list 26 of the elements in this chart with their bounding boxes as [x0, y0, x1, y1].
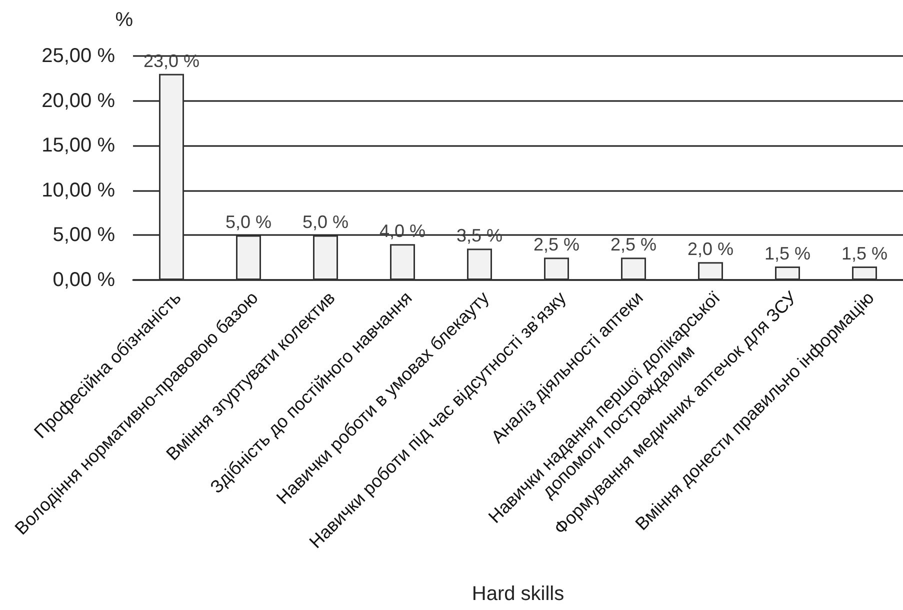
bar	[775, 266, 800, 280]
data-label: 2,5 %	[610, 234, 657, 255]
bar	[852, 266, 877, 280]
bar	[390, 244, 415, 280]
bar	[313, 235, 338, 280]
data-label: 1,5 %	[841, 244, 888, 264]
data-label: 2,0 %	[687, 239, 734, 260]
y-tick-label: 25,00 %	[42, 45, 116, 67]
bar	[544, 258, 569, 280]
y-axis-title: %	[115, 9, 134, 31]
y-tick-label: 5,00 %	[52, 224, 116, 246]
y-tick-label: 15,00 %	[42, 134, 116, 157]
data-label: 23,0 %	[143, 50, 200, 71]
data-label: 1,5 %	[764, 244, 811, 264]
y-tick-label: 20,00 %	[42, 90, 116, 112]
x-axis-title: Hard skills	[472, 583, 564, 605]
data-label: 5,0 %	[225, 212, 272, 232]
data-label: 2,5 %	[533, 234, 580, 255]
data-label: 5,0 %	[302, 212, 349, 232]
y-tick-label: 10,00 %	[42, 179, 116, 202]
bar	[236, 235, 261, 280]
bar	[698, 262, 723, 280]
bar	[621, 258, 646, 280]
bar	[467, 248, 492, 280]
bar	[159, 74, 184, 280]
y-tick-label: 0,00 %	[52, 269, 116, 291]
